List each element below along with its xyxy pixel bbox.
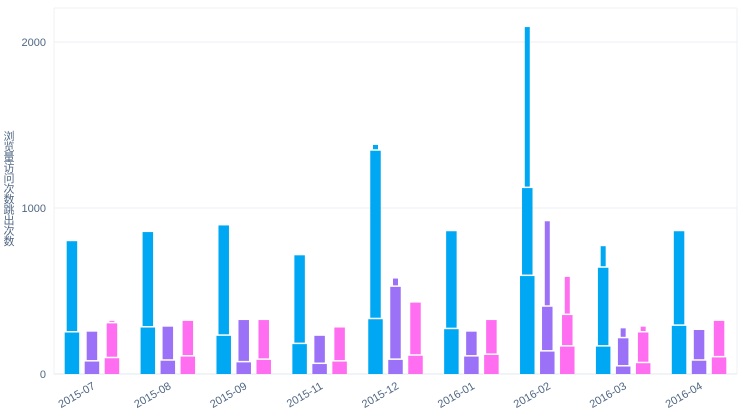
y-axis-title-char: 览: [4, 140, 15, 154]
bar-segment: [314, 335, 325, 363]
bar-segment: [390, 286, 401, 359]
bar-segment: [640, 326, 646, 331]
bar-segment: [410, 302, 421, 355]
bar-segment: [258, 320, 269, 359]
bar-segment: [368, 319, 383, 374]
bar-segment: [595, 346, 611, 374]
bar-segment: [294, 255, 305, 343]
bar-segment: [334, 327, 345, 361]
bar-segment: [520, 276, 535, 374]
bar-segment: [216, 335, 231, 374]
y-axis-title-char: 数: [4, 193, 15, 206]
bar-segment: [564, 276, 570, 314]
bar-segment: [444, 329, 459, 374]
bar-segment: [464, 356, 479, 374]
bar-segment: [86, 331, 98, 361]
y-axis-title-char: 次: [4, 224, 15, 238]
bar-segment: [637, 332, 649, 362]
bar-segment: [408, 355, 423, 374]
bar-segment: [332, 361, 347, 374]
x-tick-label: 2015-07: [56, 380, 97, 411]
bar-segment: [256, 359, 271, 374]
bar-segment: [544, 221, 550, 306]
y-tick-label: 0: [40, 369, 46, 381]
bar-segment: [540, 351, 555, 374]
bar-segment: [486, 320, 497, 354]
bar-segment: [524, 27, 530, 187]
bar-segment: [104, 358, 120, 374]
bar-segment: [711, 357, 727, 374]
bar-segment: [562, 315, 573, 346]
x-tick-label: 2015-11: [285, 380, 325, 410]
bar-segment: [218, 225, 229, 335]
bar-segment: [522, 188, 533, 275]
bar-segment: [373, 144, 378, 150]
bar-segment: [140, 327, 156, 374]
bar-segment: [393, 278, 398, 286]
x-tick-label: 2016-03: [588, 380, 629, 411]
bar-segment: [370, 150, 381, 318]
bar-segment: [64, 332, 80, 374]
bar-segment: [142, 232, 154, 327]
bar-segment: [484, 354, 499, 374]
y-tick-labels: 0 1000 2000: [22, 37, 46, 381]
x-tick-label: 2016-01: [436, 380, 477, 411]
x-tick-labels: 2015-07 2015-08 2015-09 2015-11 2015-12 2016-…: [56, 380, 704, 411]
bars-layer: [64, 27, 727, 374]
y-axis-title-char: 量: [4, 151, 15, 164]
x-tick-label: 2016-04: [664, 380, 705, 411]
bar-segment: [713, 320, 725, 356]
bar-segment: [292, 344, 307, 374]
bar-segment: [106, 323, 118, 357]
y-axis-title-char: 跳: [4, 203, 15, 217]
bar-segment: [615, 366, 631, 374]
x-tick-label: 2015-08: [132, 380, 173, 411]
bar-segment: [597, 267, 609, 346]
bar-segment: [162, 326, 174, 360]
bar-segment: [693, 330, 705, 360]
x-tick-label: 2015-09: [208, 380, 249, 411]
bar-segment: [620, 328, 626, 337]
bar-segment: [446, 231, 457, 328]
bar-segment: [180, 356, 196, 374]
y-tick-label: 1000: [22, 203, 46, 215]
bar-segment: [635, 363, 651, 374]
bar-segment: [600, 246, 606, 267]
bar-segment: [560, 346, 575, 374]
bar-segment: [84, 361, 100, 374]
y-axis-title-char: 访: [4, 162, 15, 175]
y-axis-title-char: 问: [4, 172, 15, 185]
y-axis-title-char: 浏: [4, 129, 15, 143]
bar-segment: [542, 306, 553, 351]
bar-segment: [466, 331, 477, 356]
bar-segment: [236, 362, 251, 374]
bar-segment: [109, 320, 115, 322]
bar-segment: [66, 241, 78, 331]
y-axis-title-char: 次: [4, 182, 15, 196]
bar-segment: [160, 360, 176, 374]
y-tick-label: 2000: [22, 37, 46, 49]
bar-segment: [312, 364, 327, 374]
bar-segment: [691, 360, 707, 374]
bar-segment: [388, 359, 403, 374]
bar-segment: [671, 325, 687, 374]
bar-segment: [617, 338, 629, 366]
y-axis-title-char: 出: [4, 213, 15, 227]
bar-segment: [673, 231, 685, 325]
bar-segment: [238, 320, 249, 361]
x-tick-label: 2016-02: [512, 380, 553, 411]
bar-segment: [182, 320, 194, 356]
x-tick-label: 2015-12: [360, 380, 401, 411]
y-axis-title-char: 数: [4, 235, 15, 248]
